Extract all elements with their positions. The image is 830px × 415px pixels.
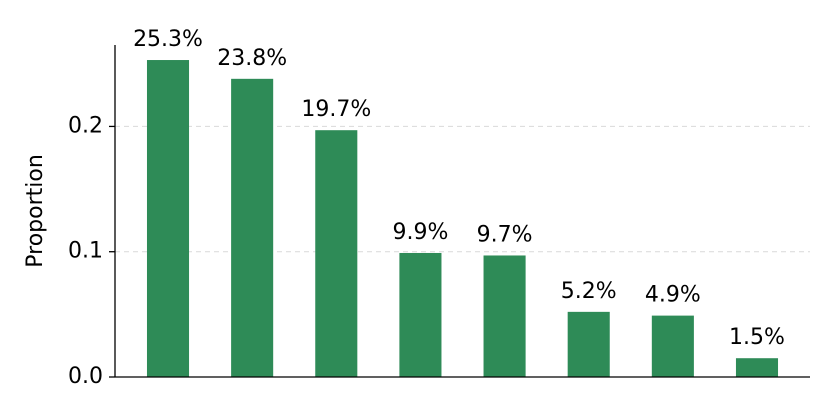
y-axis-label: Proportion xyxy=(23,154,48,268)
bar xyxy=(567,311,610,377)
bar xyxy=(483,255,526,377)
bar xyxy=(399,252,442,377)
y-tick-label: 0.0 xyxy=(68,364,103,389)
y-tick-label: 0.1 xyxy=(68,239,103,264)
bar xyxy=(146,60,190,377)
value-label: 25.3% xyxy=(133,27,203,52)
bar xyxy=(231,78,274,377)
value-label: 19.7% xyxy=(301,97,371,122)
bar xyxy=(315,130,358,377)
value-label: 9.7% xyxy=(477,222,533,247)
bar xyxy=(651,315,694,377)
bar xyxy=(735,358,779,377)
value-label: 23.8% xyxy=(217,46,287,71)
value-label: 9.9% xyxy=(392,220,448,245)
value-label: 4.9% xyxy=(645,283,701,308)
value-label: 5.2% xyxy=(561,279,617,304)
y-tick-label: 0.2 xyxy=(68,113,103,138)
value-label: 1.5% xyxy=(729,325,785,350)
